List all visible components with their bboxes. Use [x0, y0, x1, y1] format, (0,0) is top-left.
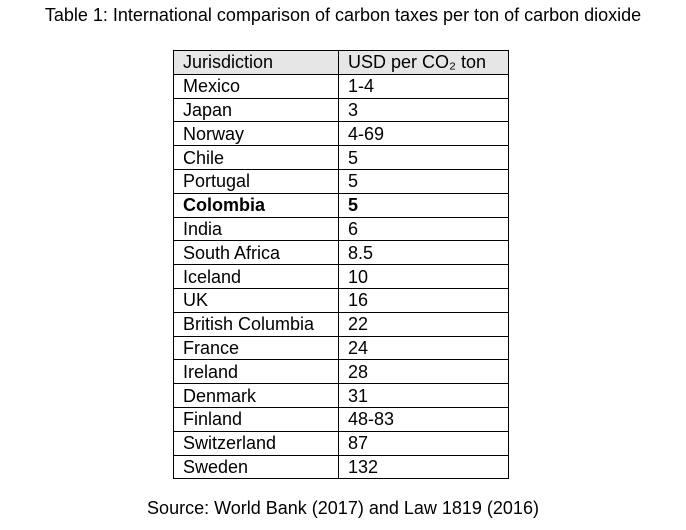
table-cell: 5	[338, 168, 509, 194]
table-row: Switzerland 87	[173, 430, 509, 456]
table-cell: 22	[338, 311, 509, 337]
table-cell: 4-69	[338, 121, 509, 147]
table-cell: 8.5	[338, 240, 509, 266]
table-row: South Africa 8.5	[173, 240, 509, 266]
table-cell: India	[173, 216, 339, 242]
table-row: India 6	[173, 216, 509, 242]
table-row: UK 16	[173, 287, 509, 313]
table-cell: 5	[338, 145, 509, 170]
table-row: Ireland 28	[173, 359, 509, 385]
header-row: Jurisdiction USD per CO₂ ton	[173, 50, 509, 75]
table-body: Mexico 1-4 Japan 3 Norway 4-69 Chile 5 Portugal 5…	[173, 73, 509, 480]
source-note: Source: World Bank (2017) and Law 1819 (…	[147, 498, 539, 518]
table-cell: France	[173, 335, 339, 361]
table-cell: Norway	[173, 121, 339, 147]
table-cell: 6	[338, 216, 509, 242]
table-row: Norway 4-69	[173, 121, 509, 147]
table-row: Iceland 10	[173, 264, 509, 289]
table-row: Finland 48-83	[173, 406, 509, 432]
table-cell: 24	[338, 335, 509, 361]
table-cell: Colombia	[173, 192, 339, 218]
table-row: France 24	[173, 335, 509, 361]
table-cell: Japan	[173, 97, 339, 123]
table-cell: 87	[338, 430, 509, 456]
table-row: Denmark 31	[173, 383, 509, 408]
table-cell: Ireland	[173, 359, 339, 385]
table-row: Japan 3	[173, 97, 509, 123]
table-cell: UK	[173, 287, 339, 313]
table-title: Table 1: International comparison of car…	[44, 5, 642, 25]
table-cell: 132	[338, 454, 509, 480]
data-table: Jurisdiction USD per CO₂ ton Mexico 1-4 Jap…	[173, 50, 509, 480]
table-cell: Denmark	[173, 383, 339, 408]
table-cell: 16	[338, 287, 509, 313]
table-cell: South Africa	[173, 240, 339, 266]
table-cell: 1-4	[338, 73, 509, 99]
table-row: Mexico 1-4	[173, 73, 509, 99]
table-row: British Columbia 22	[173, 311, 509, 337]
table-cell: Portugal	[173, 168, 339, 194]
table-cell: Switzerland	[173, 430, 339, 456]
table-cell: 28	[338, 359, 509, 385]
table-cell: 48-83	[338, 406, 509, 432]
table-row: Sweden 132	[173, 454, 509, 480]
header-cell: Jurisdiction	[173, 50, 339, 75]
table-cell: 10	[338, 264, 509, 289]
table-cell: Sweden	[173, 454, 339, 480]
table-row: Portugal 5	[173, 168, 509, 194]
table-cell: Chile	[173, 145, 339, 170]
table-cell: 31	[338, 383, 509, 408]
table-cell: Mexico	[173, 73, 339, 99]
table-cell: Iceland	[173, 264, 339, 289]
header-cell: USD per CO₂ ton	[338, 50, 509, 75]
table-header: Jurisdiction USD per CO₂ ton	[173, 50, 509, 75]
table-row: Chile 5	[173, 145, 509, 170]
table-cell: 5	[338, 192, 509, 218]
table-row: Colombia 5	[173, 192, 509, 218]
table-cell: Finland	[173, 406, 339, 432]
table-cell: 3	[338, 97, 509, 123]
table-cell: British Columbia	[173, 311, 339, 337]
